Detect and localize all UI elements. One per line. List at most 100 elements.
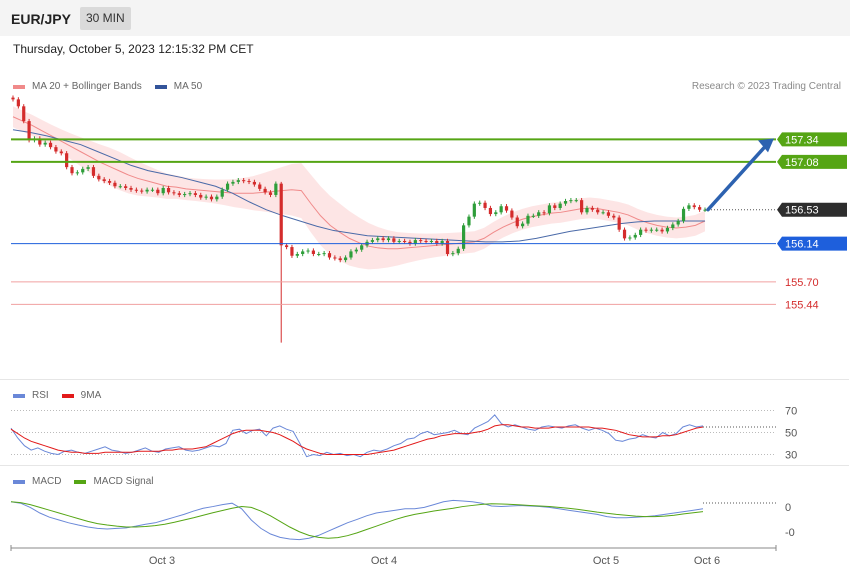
candle-body bbox=[478, 202, 482, 204]
candle-body bbox=[622, 229, 627, 239]
candle-body bbox=[91, 167, 96, 176]
candle-body bbox=[531, 215, 535, 217]
ma20-swatch bbox=[13, 84, 25, 89]
rsi-legend-label: RSI bbox=[32, 390, 49, 401]
last-price-tag bbox=[777, 202, 847, 217]
candle-body bbox=[338, 258, 342, 261]
candle-body bbox=[225, 183, 230, 190]
macd-signal-line bbox=[10, 501, 704, 539]
candle-body bbox=[397, 240, 401, 242]
macd-legend-label: MACD bbox=[32, 476, 62, 487]
candle-body bbox=[27, 121, 31, 141]
candle-body bbox=[681, 208, 686, 221]
rsi-tick-label: 30 bbox=[785, 450, 797, 462]
rsi-swatch bbox=[13, 393, 25, 398]
candle-body bbox=[526, 215, 530, 224]
candle-body bbox=[698, 207, 702, 210]
candle-body bbox=[134, 189, 138, 191]
candle-body bbox=[649, 229, 653, 231]
candle-body bbox=[43, 142, 47, 145]
candle-body bbox=[488, 207, 493, 215]
candle-body bbox=[166, 187, 171, 193]
ma50-swatch bbox=[154, 84, 167, 89]
candle-body bbox=[370, 240, 375, 242]
candle-body bbox=[333, 257, 337, 259]
candle-body bbox=[118, 186, 122, 188]
resistance-1-label: 157.34 bbox=[785, 134, 819, 146]
forecast-arrow bbox=[706, 141, 770, 212]
candle-body bbox=[542, 212, 546, 214]
candle-body bbox=[220, 189, 224, 197]
candle-body bbox=[295, 254, 299, 256]
candle-body bbox=[22, 106, 26, 122]
rsi-panel-divider bbox=[0, 379, 849, 380]
candle-body bbox=[343, 257, 348, 261]
rsi-ma-swatch bbox=[61, 393, 74, 398]
candle-body bbox=[451, 253, 455, 255]
candle-body bbox=[424, 240, 428, 242]
candle-body bbox=[284, 245, 289, 248]
candle-body bbox=[102, 179, 106, 182]
candle-body bbox=[504, 206, 509, 211]
rsi-tick-label: 50 bbox=[785, 428, 797, 440]
ma20-line bbox=[12, 116, 706, 250]
candle-body bbox=[462, 225, 466, 249]
candle-body bbox=[193, 193, 197, 195]
candle-body bbox=[274, 183, 278, 195]
ma50-legend-label: MA 50 bbox=[173, 81, 203, 92]
rsi-ma-legend-label: 9MA bbox=[80, 390, 102, 401]
price-legend: MA 20 + Bollinger Bands MA 50 bbox=[13, 81, 202, 92]
candle-body bbox=[655, 229, 659, 231]
candle-body bbox=[596, 209, 600, 213]
macd-legend: MACD MACD Signal bbox=[13, 476, 153, 487]
candle-body bbox=[467, 216, 471, 226]
candle-body bbox=[585, 207, 589, 213]
candle-body bbox=[209, 196, 214, 200]
rsi-line bbox=[10, 414, 704, 458]
candle-body bbox=[65, 153, 69, 168]
datetime-stamp: Thursday, October 5, 2023 12:15:32 PM CE… bbox=[13, 42, 254, 56]
candle-body bbox=[392, 238, 396, 242]
candle-body bbox=[440, 240, 444, 244]
last-price-label: 156.53 bbox=[785, 205, 819, 217]
candle-body bbox=[456, 248, 460, 254]
candle-body bbox=[644, 229, 648, 231]
candle-body bbox=[687, 205, 691, 209]
candle-body bbox=[510, 210, 514, 218]
support-1-label: 156.14 bbox=[785, 239, 819, 251]
candle-body bbox=[327, 253, 332, 258]
candle-body bbox=[558, 203, 562, 208]
candle-body bbox=[140, 190, 144, 192]
candle-body bbox=[150, 189, 155, 191]
candle-body bbox=[569, 200, 573, 202]
candle-body bbox=[402, 240, 407, 242]
candle-body bbox=[258, 184, 262, 189]
candle-body bbox=[247, 181, 251, 183]
candle-body bbox=[494, 212, 498, 215]
candle-body bbox=[612, 215, 616, 218]
candle-body bbox=[107, 181, 112, 183]
candle-body bbox=[676, 221, 680, 225]
candle-body bbox=[48, 142, 53, 148]
candle-body bbox=[633, 234, 637, 238]
timeframe-button[interactable]: 30 MIN bbox=[80, 7, 131, 30]
candle-body bbox=[376, 238, 380, 241]
candle-body bbox=[311, 250, 316, 255]
candle-body bbox=[472, 203, 476, 217]
forecast-arrowhead bbox=[758, 138, 774, 153]
candle-body bbox=[521, 223, 525, 227]
candle-body bbox=[483, 202, 487, 208]
macd-panel-divider bbox=[0, 465, 849, 466]
macd-tick-label: -0 bbox=[785, 527, 795, 539]
candle-body bbox=[617, 217, 621, 230]
candle-body bbox=[263, 188, 267, 193]
candle-body bbox=[628, 237, 632, 239]
candle-body bbox=[97, 175, 101, 180]
candle-body bbox=[172, 192, 176, 194]
candle-body bbox=[601, 212, 605, 214]
support-2-label: 155.70 bbox=[785, 277, 819, 289]
candle-body bbox=[156, 189, 160, 194]
candle-body bbox=[515, 217, 519, 227]
candle-body bbox=[183, 194, 187, 196]
